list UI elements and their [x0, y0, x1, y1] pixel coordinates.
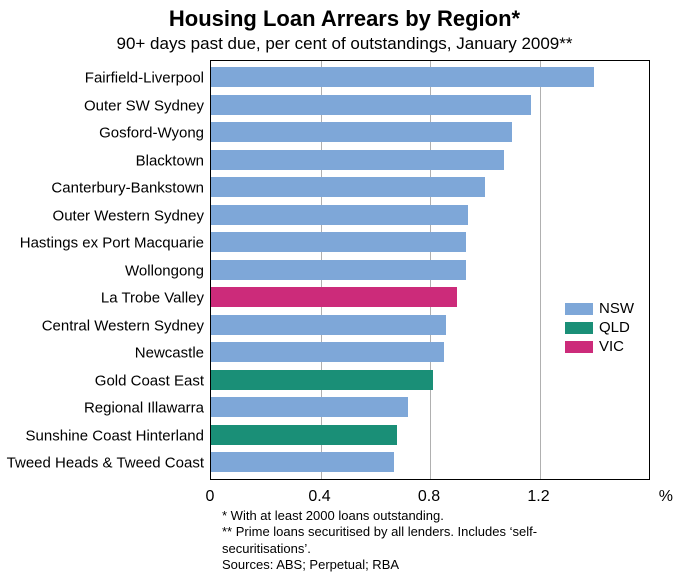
category-label: Fairfield-Liverpool	[85, 70, 204, 87]
x-axis-unit: %	[659, 488, 673, 506]
footnote-line: securitisations’.	[222, 541, 537, 557]
bar-nsw	[211, 342, 444, 362]
category-label: Gold Coast East	[95, 372, 204, 389]
category-label: Outer Western Sydney	[53, 207, 204, 224]
category-label: Hastings ex Port Macquarie	[20, 235, 204, 252]
legend: NSW QLD VIC	[565, 300, 634, 357]
x-tick-label: 0	[206, 488, 215, 506]
category-label: Central Western Sydney	[42, 317, 204, 334]
legend-swatch	[565, 303, 593, 315]
bar-nsw	[211, 122, 512, 142]
bar-nsw	[211, 452, 394, 472]
category-label: Newcastle	[135, 345, 204, 362]
bar-nsw	[211, 150, 504, 170]
footnotes: * With at least 2000 loans outstanding.*…	[222, 508, 537, 573]
category-label: La Trobe Valley	[101, 290, 204, 307]
legend-label: VIC	[599, 338, 624, 355]
bar-nsw	[211, 315, 446, 335]
category-label: Sunshine Coast Hinterland	[26, 427, 204, 444]
bar-qld	[211, 370, 433, 390]
category-label: Blacktown	[136, 152, 204, 169]
x-tick-label: 1.2	[527, 488, 549, 506]
bar-vic	[211, 287, 457, 307]
bar-nsw	[211, 232, 466, 252]
bar-nsw	[211, 95, 531, 115]
category-label: Gosford-Wyong	[99, 125, 204, 142]
legend-item: NSW	[565, 300, 634, 317]
gridline	[540, 61, 541, 479]
legend-label: QLD	[599, 319, 630, 336]
x-tick-label: 0.8	[418, 488, 440, 506]
plot-area	[210, 60, 650, 480]
legend-item: VIC	[565, 338, 634, 355]
chart-subtitle: 90+ days past due, per cent of outstandi…	[0, 32, 689, 54]
footnote-line: Sources: ABS; Perpetual; RBA	[222, 557, 537, 573]
bar-qld	[211, 425, 397, 445]
bar-nsw	[211, 177, 485, 197]
legend-label: NSW	[599, 300, 634, 317]
category-label: Regional Illawarra	[84, 400, 204, 417]
bar-nsw	[211, 260, 466, 280]
footnote-line: * With at least 2000 loans outstanding.	[222, 508, 537, 524]
bar-nsw	[211, 67, 594, 87]
x-tick-label: 0.4	[308, 488, 330, 506]
legend-item: QLD	[565, 319, 634, 336]
chart-container: Housing Loan Arrears by Region* 90+ days…	[0, 0, 689, 559]
category-label: Canterbury-Bankstown	[51, 180, 204, 197]
bar-nsw	[211, 205, 468, 225]
category-label: Wollongong	[125, 262, 204, 279]
bar-nsw	[211, 397, 408, 417]
legend-swatch	[565, 322, 593, 334]
legend-swatch	[565, 341, 593, 353]
category-label: Outer SW Sydney	[84, 97, 204, 114]
chart-title: Housing Loan Arrears by Region*	[0, 0, 689, 32]
footnote-line: ** Prime loans securitised by all lender…	[222, 524, 537, 540]
category-label: Tweed Heads & Tweed Coast	[7, 455, 204, 472]
